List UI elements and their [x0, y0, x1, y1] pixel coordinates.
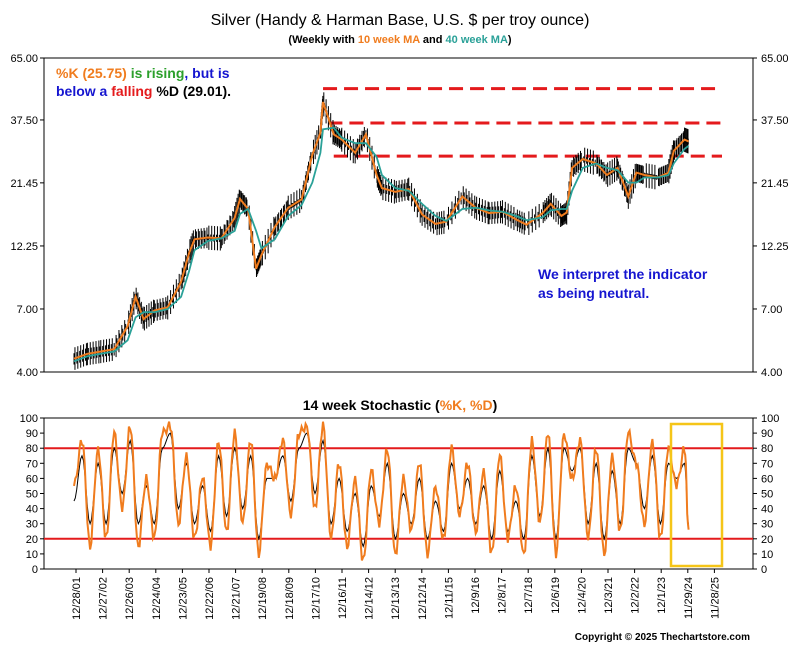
- x-tick-label: 12/14/12: [364, 577, 376, 620]
- stochastic-y-tick-right: 10: [761, 549, 773, 561]
- chart-subtitle: (Weekly with 10 week MA and 40 week MA): [288, 34, 512, 46]
- stochastic-y-tick-left: 20: [26, 534, 38, 546]
- stochastic-y-tick-right: 0: [761, 564, 767, 576]
- stochastic-y-tick-right: 40: [761, 504, 773, 516]
- x-tick-label: 12/22/06: [204, 577, 216, 620]
- x-tick-label: 12/2/22: [630, 577, 642, 614]
- stochastic-y-tick-left: 50: [26, 489, 38, 501]
- x-tick-label: 12/26/03: [124, 577, 136, 620]
- x-tick-label: 12/4/20: [576, 577, 588, 614]
- price-series-group: [73, 92, 690, 370]
- highlight-box: [669, 422, 724, 568]
- x-tick-label: 11/28/25: [709, 577, 721, 619]
- subtitle-mid: and: [420, 34, 446, 46]
- below-a-label: below a: [56, 83, 108, 99]
- stochastic-y-tick-right: 50: [761, 489, 773, 501]
- stochastic-note-line2: below a falling %D (29.01).: [56, 83, 231, 99]
- ma40-line: [73, 126, 690, 363]
- stochastic-panel-frame: [43, 417, 754, 570]
- price-y-tick-left: 21.45: [10, 178, 38, 190]
- price-y-tick-right: 65.00: [761, 53, 789, 65]
- stochastic-y-tick-right: 80: [761, 443, 773, 455]
- x-tick-label: 12/21/07: [231, 577, 243, 620]
- price-y-tick-right: 12.25: [761, 241, 789, 253]
- stochastic-title-prefix: 14 week Stochastic (: [303, 397, 440, 413]
- price-y-tick-right: 4.00: [761, 367, 782, 379]
- interpret-note-line2: as being neutral.: [538, 285, 649, 301]
- subtitle-suffix: ): [508, 34, 512, 46]
- interpret-note-line1: We interpret the indicator: [538, 266, 708, 282]
- is-rising-label: is rising: [131, 65, 185, 81]
- x-tick-label: 12/13/13: [390, 577, 402, 620]
- stochastic-y-tick-left: 100: [20, 413, 38, 425]
- price-y-tick-right: 7.00: [761, 304, 782, 316]
- ma10-line: [73, 101, 690, 360]
- price-y-tick-left: 7.00: [17, 304, 38, 316]
- resistance-levels: [323, 87, 722, 158]
- subtitle-ma10: 10 week MA: [358, 34, 420, 46]
- stochastic-y-tick-right: 30: [761, 519, 773, 531]
- x-tick-label: 12/1/23: [656, 577, 668, 614]
- stochastic-k-line: [73, 420, 690, 561]
- x-tick-label: 12/28/01: [71, 577, 83, 620]
- stochastic-y-tick-left: 80: [26, 443, 38, 455]
- x-tick-label: 12/6/19: [550, 577, 562, 614]
- x-tick-label: 12/7/18: [523, 577, 535, 614]
- stochastic-y-tick-left: 70: [26, 458, 38, 470]
- x-tick-label: 11/29/24: [683, 577, 695, 619]
- stochastic-title-suffix: ): [493, 397, 498, 413]
- subtitle-ma40: 40 week MA: [446, 34, 508, 46]
- x-tick-label: 12/17/10: [310, 577, 322, 620]
- price-y-tick-right: 21.45: [761, 178, 789, 190]
- x-tick-label: 12/8/17: [497, 577, 509, 614]
- price-y-tick-left: 12.25: [10, 241, 38, 253]
- falling-label: falling: [111, 83, 152, 99]
- stochastic-y-tick-left: 10: [26, 549, 38, 561]
- price-y-tick-right: 37.50: [761, 115, 789, 127]
- x-tick-label: 12/19/08: [257, 577, 269, 620]
- stochastic-y-tick-left: 40: [26, 504, 38, 516]
- x-tick-label: 12/3/21: [603, 577, 615, 614]
- stochastic-y-tick-right: 60: [761, 473, 773, 485]
- price-panel-frame: [43, 57, 754, 373]
- x-tick-label: 12/18/09: [284, 577, 296, 620]
- copyright-text: Copyright © 2025 Thechartstore.com: [575, 632, 750, 643]
- price-y-tick-left: 65.00: [10, 53, 38, 65]
- x-tick-label: 12/24/04: [151, 577, 163, 620]
- x-tick-label: 12/12/14: [417, 577, 429, 620]
- stochastic-title: 14 week Stochastic (%K, %D): [303, 397, 498, 413]
- x-axis-ticks: 12/28/01 12/27/02 12/26/03 12/24/04 12/23/05…: [71, 569, 721, 620]
- stochastic-note-line1: %K (25.75) is rising, but is: [56, 65, 230, 81]
- stochastic-y-tick-left: 60: [26, 473, 38, 485]
- stochastic-series-group: [73, 420, 690, 561]
- stochastic-y-tick-right: 100: [761, 413, 779, 425]
- price-y-tick-left: 37.50: [10, 115, 38, 127]
- price-y-tick-left: 4.00: [17, 367, 38, 379]
- stochastic-y-tick-left: 90: [26, 428, 38, 440]
- subtitle-prefix: (Weekly with: [288, 34, 357, 46]
- x-tick-label: 12/23/05: [177, 577, 189, 620]
- stochastic-y-tick-right: 70: [761, 458, 773, 470]
- stochastic-title-series: %K, %D: [440, 397, 493, 413]
- stochastic-y-tick-left: 30: [26, 519, 38, 531]
- x-tick-label: 12/16/11: [337, 577, 349, 619]
- stochastic-y-tick-right: 20: [761, 534, 773, 546]
- k-label: %K (25.75): [56, 65, 127, 81]
- x-tick-label: 12/11/15: [443, 577, 455, 619]
- but-is-label: , but is: [184, 65, 229, 81]
- d-label: %D (29.01).: [156, 83, 231, 99]
- stochastic-y-tick-right: 90: [761, 428, 773, 440]
- x-tick-label: 12/27/02: [98, 577, 110, 620]
- stochastic-y-tick-left: 0: [32, 564, 38, 576]
- price-y-ticks-right: 65.00 37.50 21.45 12.25 7.00 4.00: [753, 53, 789, 379]
- price-y-ticks-left: 65.00 37.50 21.45 12.25 7.00 4.00: [10, 53, 44, 379]
- chart-title: Silver (Handy & Harman Base, U.S. $ per …: [211, 12, 590, 29]
- x-tick-label: 12/9/16: [470, 577, 482, 614]
